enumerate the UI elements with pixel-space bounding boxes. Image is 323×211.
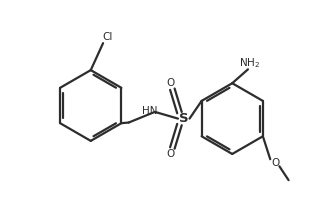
Text: O: O [167, 78, 175, 88]
Text: O: O [167, 149, 175, 159]
Text: O: O [271, 158, 280, 168]
Text: Cl: Cl [103, 32, 113, 42]
Text: S: S [179, 112, 189, 125]
Text: NH$_2$: NH$_2$ [239, 57, 260, 70]
Text: HN: HN [142, 106, 157, 116]
